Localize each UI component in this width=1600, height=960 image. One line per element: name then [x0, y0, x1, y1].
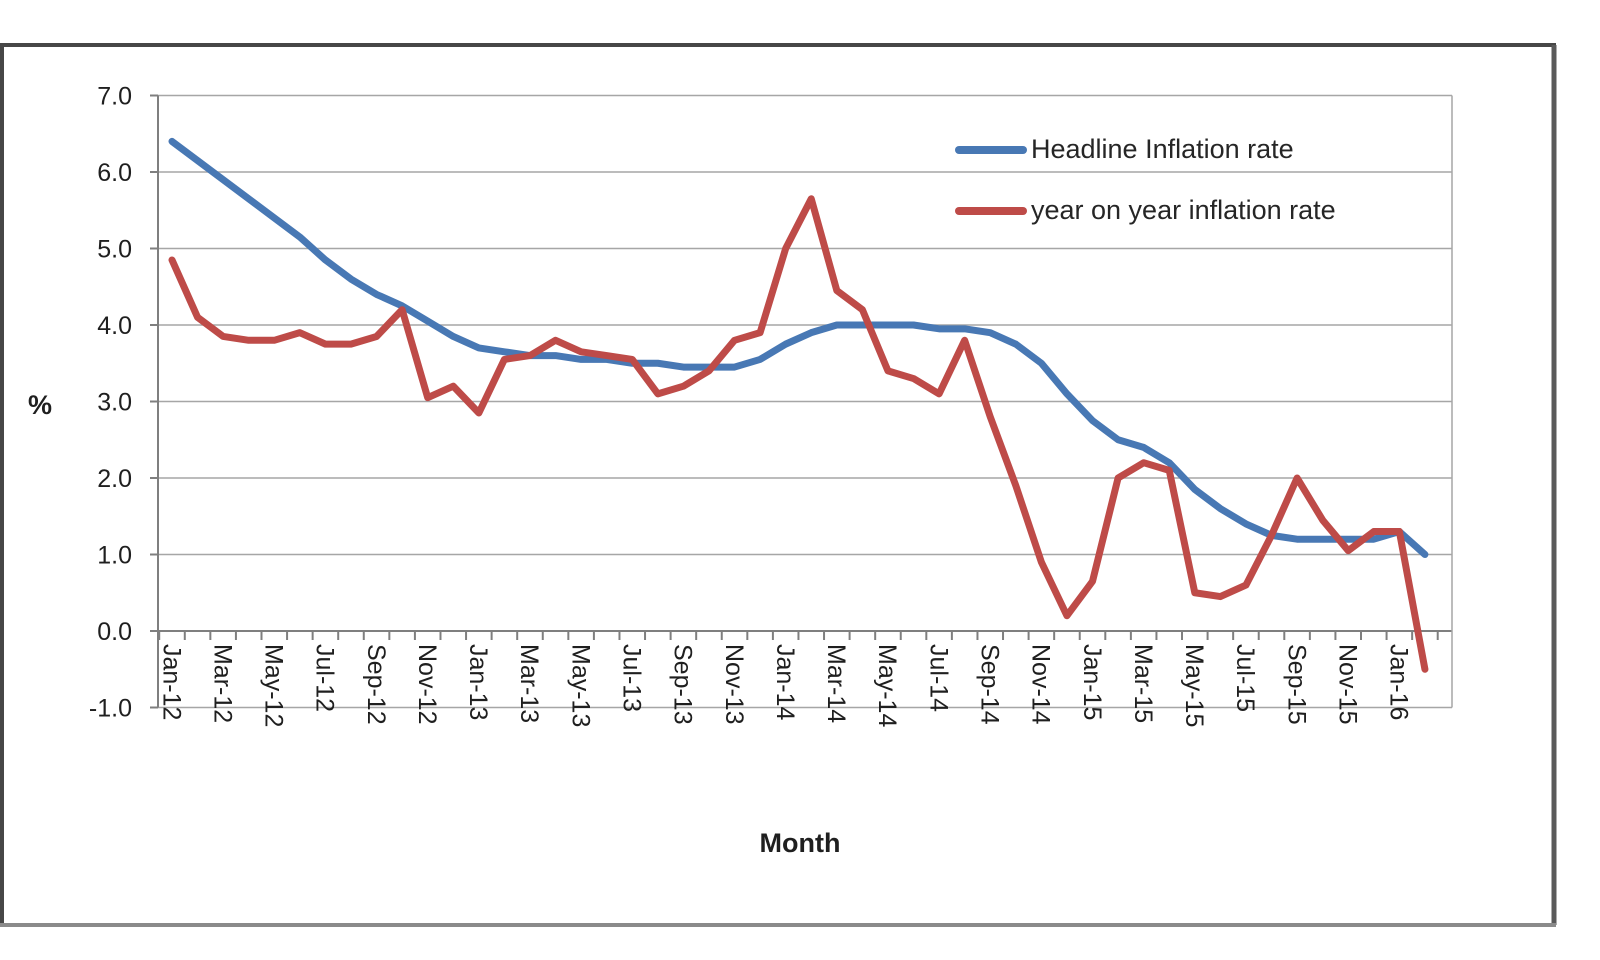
- x-tick-label-May-12: May-12: [260, 644, 288, 727]
- x-tick-label-Jan-15: Jan-15: [1078, 644, 1106, 720]
- x-tick-label-Jul-13: Jul-13: [618, 644, 646, 712]
- headline-series-swatch: [955, 145, 1027, 154]
- y-tick-label-2.0: 2.0: [97, 465, 132, 493]
- x-tick-label-Nov-14: Nov-14: [1027, 644, 1055, 725]
- y-tick-label-1.0: 1.0: [97, 542, 132, 570]
- x-tick-label-May-13: May-13: [566, 644, 594, 727]
- legend: Headline Inflation rate year on year inf…: [955, 131, 1336, 253]
- x-tick-label-Mar-15: Mar-15: [1129, 644, 1157, 723]
- legend-label-yoy: year on year inflation rate: [1031, 195, 1336, 225]
- x-tick-label-Jan-12: Jan-12: [157, 644, 185, 720]
- x-tick-label-Jan-13: Jan-13: [464, 644, 492, 720]
- x-tick-label-Nov-13: Nov-13: [720, 644, 748, 725]
- series-line-headline: [168, 137, 1429, 558]
- legend-item-headline: Headline Inflation rate: [955, 131, 1336, 168]
- x-tick-label-May-14: May-14: [873, 644, 901, 727]
- x-tick-label-Mar-14: Mar-14: [822, 644, 850, 723]
- x-tick-label-Sep-15: Sep-15: [1282, 644, 1310, 725]
- y-tick-label-5.0: 5.0: [97, 236, 132, 264]
- x-tick-label-May-15: May-15: [1180, 644, 1208, 727]
- x-tick-label-Jan-16: Jan-16: [1385, 644, 1413, 720]
- yoy-series-swatch: [955, 206, 1027, 215]
- y-tick-label--1.0: -1.0: [89, 695, 132, 723]
- x-tick-label-Jul-15: Jul-15: [1231, 644, 1259, 712]
- x-tick-label-Nov-12: Nov-12: [413, 644, 441, 725]
- legend-label-headline: Headline Inflation rate: [1031, 134, 1294, 164]
- x-tick-label-Sep-12: Sep-12: [362, 644, 390, 725]
- legend-item-yoy: year on year inflation rate: [955, 192, 1336, 229]
- y-tick-label-7.0: 7.0: [97, 83, 132, 111]
- x-tick-label-Sep-14: Sep-14: [975, 644, 1003, 725]
- y-tick-label-4.0: 4.0: [97, 312, 132, 340]
- x-tick-label-Jul-12: Jul-12: [311, 644, 339, 712]
- x-tick-label-Jul-14: Jul-14: [924, 644, 952, 712]
- series-line-yoy: [168, 195, 1429, 673]
- x-tick-label-Sep-13: Sep-13: [669, 644, 697, 725]
- y-tick-label-0.0: 0.0: [97, 618, 132, 646]
- x-tick-label-Mar-13: Mar-13: [515, 644, 543, 723]
- y-tick-label-3.0: 3.0: [97, 389, 132, 417]
- y-tick-label-6.0: 6.0: [97, 159, 132, 187]
- x-tick-label-Mar-12: Mar-12: [208, 644, 236, 723]
- x-axis-title: Month: [759, 828, 841, 858]
- y-axis-title: %: [28, 390, 53, 420]
- x-tick-label-Nov-15: Nov-15: [1333, 644, 1361, 725]
- x-tick-label-Jan-14: Jan-14: [771, 644, 799, 721]
